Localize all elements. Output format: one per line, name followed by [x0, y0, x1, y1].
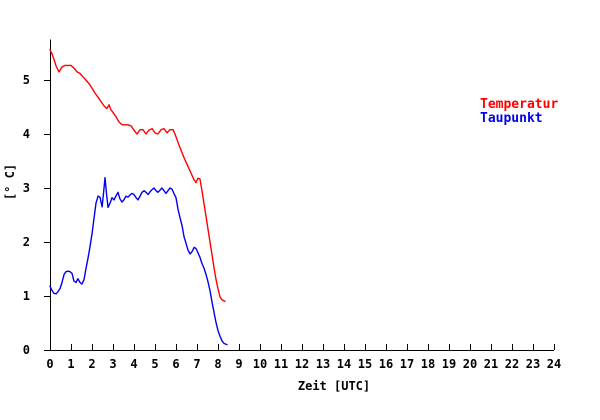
x-tick-label: 22: [505, 357, 519, 371]
x-tick-label: 24: [547, 357, 561, 371]
x-tick-label: 2: [88, 357, 95, 371]
x-tick-label: 6: [172, 357, 179, 371]
y-tick-label: 3: [23, 181, 30, 195]
x-tick-label: 1: [67, 357, 74, 371]
x-tick-label: 5: [151, 357, 158, 371]
x-tick-label: 11: [274, 357, 288, 371]
x-tick-label: 3: [109, 357, 116, 371]
x-tick-label: 18: [421, 357, 435, 371]
y-tick-label: 1: [23, 289, 30, 303]
y-tick-label: 4: [23, 127, 30, 141]
temperature-line: [49, 49, 226, 303]
x-tick-label: 8: [214, 357, 221, 371]
x-tick-label: 21: [484, 357, 498, 371]
x-tick-label: 4: [130, 357, 137, 371]
legend-taupunkt-label: Taupunkt: [480, 111, 543, 126]
x-tick-label: 17: [400, 357, 414, 371]
x-tick-label: 15: [358, 357, 372, 371]
series-lines-layer: [49, 49, 228, 346]
x-tick-label: 14: [337, 357, 351, 371]
y-tick-label: 5: [23, 73, 30, 87]
x-tick-label: 20: [463, 357, 477, 371]
y-tick-label: 0: [23, 343, 30, 357]
x-tick-label: 12: [295, 357, 309, 371]
x-tick-label: 19: [442, 357, 456, 371]
y-axis-title: [° C]: [3, 164, 17, 200]
x-tick-label: 16: [379, 357, 393, 371]
x-axis-title: Zeit [UTC]: [298, 379, 370, 393]
x-tick-label: 13: [316, 357, 330, 371]
x-tick-label: 9: [235, 357, 242, 371]
dewpoint-line: [49, 176, 228, 346]
x-tick-label: 23: [526, 357, 540, 371]
legend-temperatur-label: Temperatur: [480, 97, 558, 112]
x-tick-label: 7: [193, 357, 200, 371]
axes-layer: [44, 39, 555, 351]
x-tick-label: 0: [46, 357, 53, 371]
axis-spine: [50, 39, 554, 351]
y-tick-label: 2: [23, 235, 30, 249]
x-tick-label: 10: [253, 357, 267, 371]
